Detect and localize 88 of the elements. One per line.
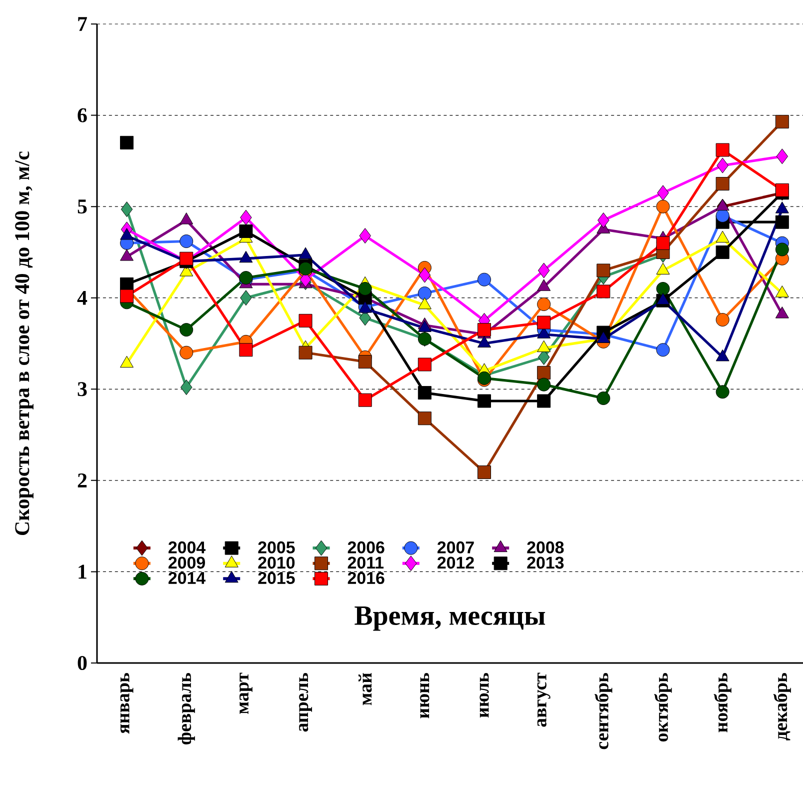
point: [180, 323, 194, 337]
point: [478, 323, 492, 337]
point: [418, 267, 431, 283]
point: [537, 394, 551, 408]
legend-label: 2011: [348, 556, 384, 569]
point: [239, 343, 253, 357]
point: [598, 212, 610, 228]
y-axis-title: Скорость ветра в слое от 40 до 100 м, м/с: [15, 152, 34, 536]
x-tick-label: июль: [480, 672, 489, 718]
legend-label: 2004: [168, 541, 206, 554]
point: [180, 234, 194, 248]
point: [478, 394, 492, 408]
x-tick-label: март: [239, 672, 252, 714]
point: [120, 202, 133, 218]
point: [716, 313, 730, 327]
point: [538, 262, 550, 278]
point: [418, 386, 432, 400]
point: [239, 224, 253, 238]
point: [716, 208, 730, 222]
point: [656, 282, 670, 296]
legend-label: 2006: [348, 541, 384, 554]
y-tick-label: 3: [78, 382, 87, 396]
point: [478, 272, 492, 286]
point: [716, 176, 730, 190]
point: [240, 290, 252, 306]
legend-label: 2008: [527, 541, 564, 554]
point: [596, 392, 610, 406]
point: [418, 412, 432, 426]
point: [240, 210, 252, 226]
x-tick-label: июнь: [420, 672, 430, 718]
point: [120, 136, 134, 150]
point: [596, 284, 610, 298]
x-tick-label: январь: [120, 672, 134, 734]
point: [180, 346, 194, 360]
legend-label: 2005: [258, 541, 295, 554]
legend-label: 2007: [438, 541, 474, 554]
point: [776, 148, 788, 164]
point: [656, 236, 670, 250]
point: [418, 358, 432, 372]
legend-label: 2010: [258, 556, 295, 569]
x-tick-label: октябрь: [654, 672, 672, 742]
point: [359, 228, 371, 244]
x-tick-label: август: [537, 672, 550, 727]
point: [775, 114, 789, 128]
legend-label: 2013: [527, 556, 564, 569]
legend-label: 2009: [168, 556, 205, 569]
point: [298, 346, 312, 360]
y-tick-label: 5: [78, 200, 87, 214]
point: [716, 385, 730, 399]
point: [775, 215, 789, 229]
y-tick-label: 0: [78, 656, 87, 670]
y-tick-label: 7: [78, 17, 87, 31]
point: [418, 286, 432, 300]
point: [180, 380, 192, 396]
point: [358, 393, 372, 407]
point: [775, 242, 789, 256]
point: [358, 282, 372, 296]
legend-label: 2016: [348, 572, 384, 584]
point: [656, 200, 670, 214]
x-tick-label: февраль: [178, 672, 195, 744]
legend-label: 2012: [438, 556, 474, 569]
legend-label: 2015: [258, 572, 295, 584]
x-tick-label: ноябрь: [714, 672, 732, 732]
point: [657, 185, 669, 201]
point: [716, 245, 730, 259]
point: [298, 314, 312, 328]
legend-label: 2014: [168, 572, 206, 584]
x-tick-label: декабрь: [773, 672, 791, 740]
point: [596, 264, 610, 278]
point: [775, 183, 789, 197]
point: [716, 143, 730, 157]
point: [537, 316, 551, 330]
x-tick-label: апрель: [299, 672, 312, 732]
point: [537, 297, 551, 311]
point: [537, 366, 551, 380]
point: [656, 343, 670, 357]
point: [120, 289, 134, 303]
point: [358, 355, 372, 369]
x-tick-label: май: [358, 673, 372, 706]
y-tick-label: 1: [78, 564, 86, 579]
y-tick-label: 2: [78, 473, 87, 488]
x-tick-label: сентябрь: [594, 672, 612, 750]
point: [716, 158, 728, 174]
point: [537, 378, 551, 392]
y-tick-label: 4: [77, 290, 88, 305]
y-tick-label: 6: [78, 108, 87, 122]
x-axis-title: Время, месяцы: [354, 606, 546, 631]
point: [478, 465, 492, 479]
